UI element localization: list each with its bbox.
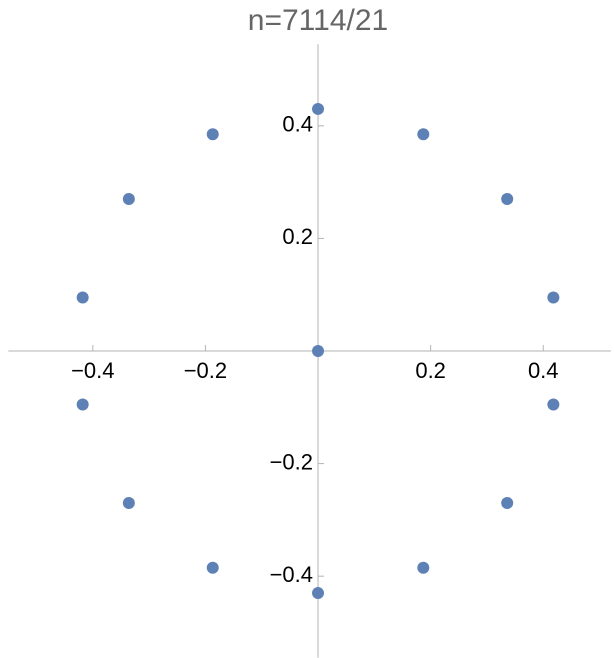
x-tick-label: 0.4 — [528, 358, 559, 383]
point — [501, 496, 514, 509]
chart-title: n=7114/21 — [248, 4, 388, 37]
point — [122, 193, 135, 206]
x-tick-label: −0.4 — [71, 358, 114, 383]
point — [547, 398, 560, 411]
point — [312, 102, 325, 115]
y-tick-label: −0.4 — [270, 562, 313, 587]
point — [122, 496, 135, 509]
point — [76, 291, 89, 304]
point — [76, 398, 89, 411]
x-tick-label: 0.2 — [415, 358, 446, 383]
point — [206, 561, 219, 574]
point — [312, 345, 325, 357]
point — [312, 587, 325, 600]
point — [547, 291, 560, 304]
point — [206, 128, 219, 141]
y-tick-label: 0.4 — [282, 112, 313, 137]
y-tick-label: 0.2 — [282, 224, 313, 249]
y-tick-label: −0.2 — [270, 449, 313, 474]
point — [501, 193, 514, 206]
point — [417, 561, 430, 574]
x-tick-label: −0.2 — [184, 358, 227, 383]
point — [417, 128, 430, 141]
